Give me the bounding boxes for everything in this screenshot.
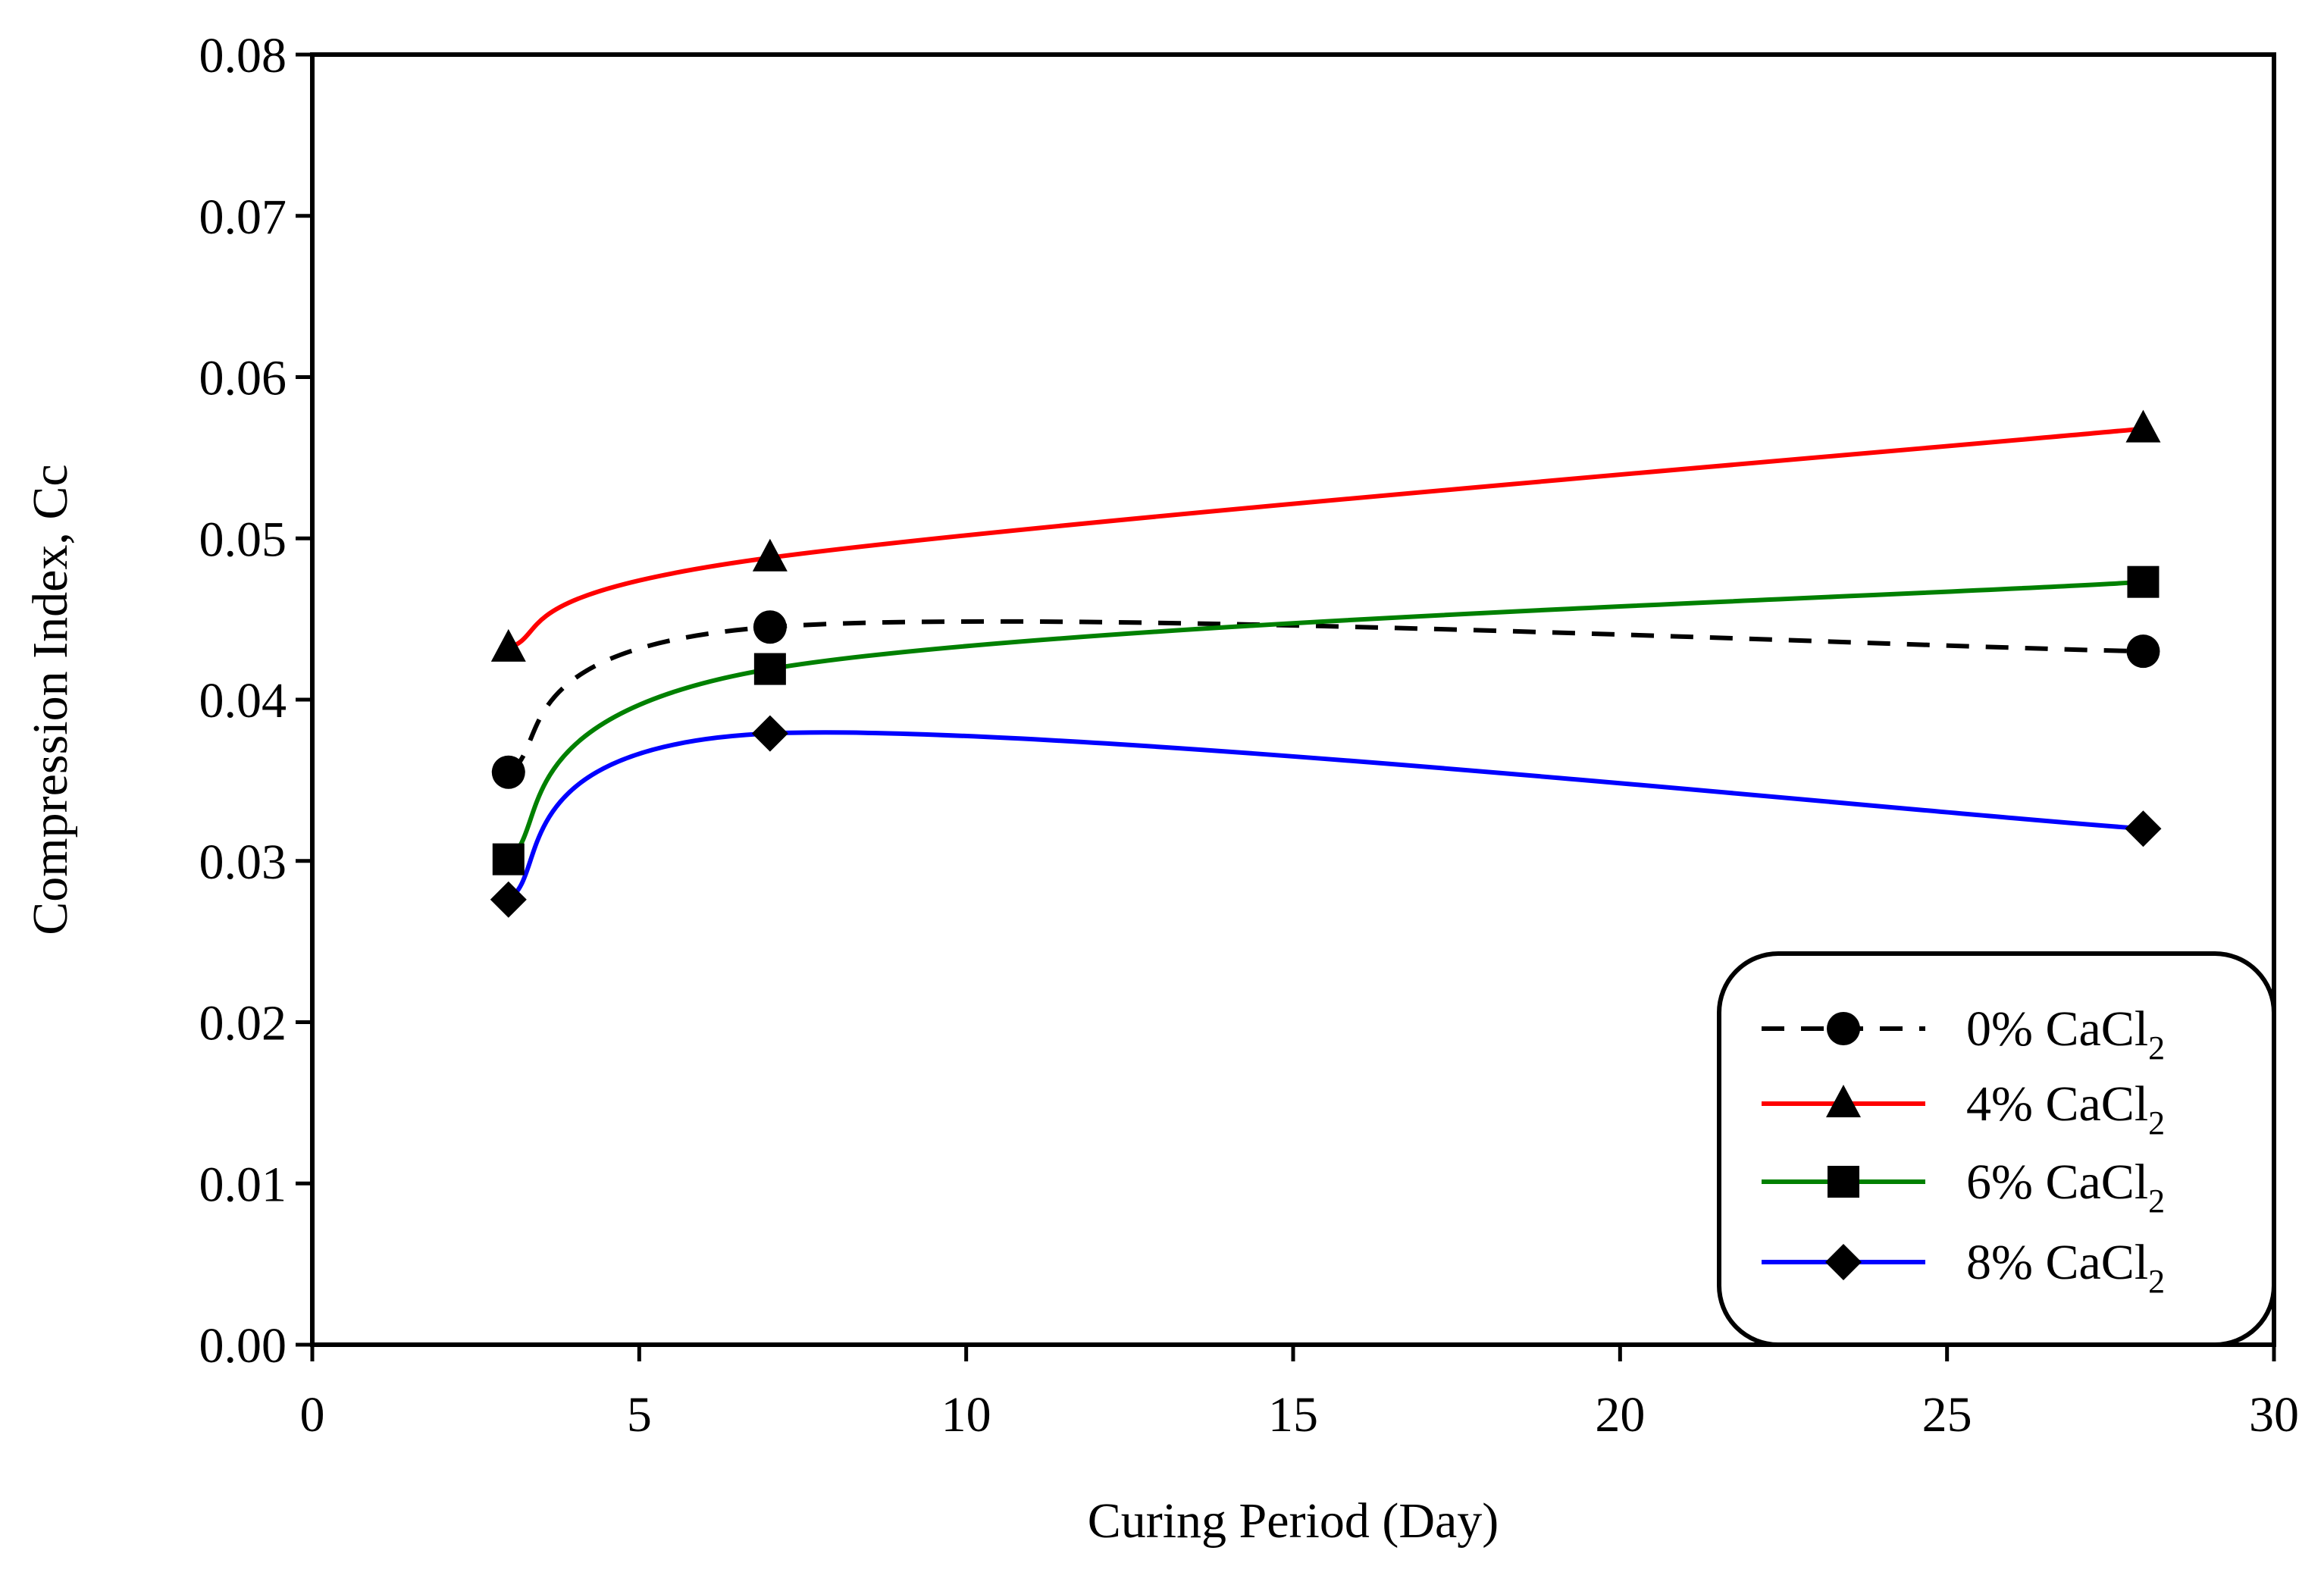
series-line-6-cacl2 [506,579,2144,862]
y-tick-label: 0.01 [199,1157,287,1212]
legend-label-main: 6% CaCl [1966,1154,2148,1210]
series-line-0-cacl2 [507,619,2144,775]
legend-label-subscript: 2 [2148,1029,2165,1067]
y-tick-label: 0.05 [199,512,287,567]
data-point-4-cacl2 [2125,409,2161,443]
legend-label-6-cacl2: 6% CaCl2 [1966,1154,2165,1220]
data-point-4-cacl2 [752,538,788,572]
y-tick-label: 0.02 [199,996,287,1051]
x-tick-label: 15 [1268,1387,1318,1442]
series-lines [506,426,2144,902]
series-markers [490,409,2162,918]
legend-marker-0-cacl2 [1827,1012,1860,1045]
data-point-6-cacl2 [2127,565,2160,598]
data-point-6-cacl2 [753,653,786,685]
legend-label-main: 0% CaCl [1966,1001,2148,1057]
y-tick-label: 0.08 [199,28,287,83]
x-tick-label: 20 [1595,1387,1645,1442]
legend-label-8-cacl2: 8% CaCl2 [1966,1235,2165,1300]
data-point-8-cacl2 [490,881,527,918]
legend-label-subscript: 2 [2148,1263,2165,1300]
y-tick-label: 0.06 [199,351,287,406]
legend-label-subscript: 2 [2148,1104,2165,1142]
x-axis-title: Curing Period (Day) [1088,1493,1499,1549]
legend-label-4-cacl2: 4% CaCl2 [1966,1076,2165,1142]
x-tick-label: 25 [1922,1387,1972,1442]
x-tick-label: 10 [941,1387,991,1442]
y-tick-label: 0.00 [199,1318,287,1374]
y-tick-label: 0.04 [199,673,287,728]
legend-marker-4-cacl2 [1826,1085,1861,1117]
data-point-0-cacl2 [753,610,787,644]
legend-marker-8-cacl2 [1825,1244,1862,1280]
data-point-8-cacl2 [751,715,788,752]
legend-label-main: 4% CaCl [1966,1076,2148,1132]
legend-marker-6-cacl2 [1828,1166,1859,1198]
y-tick-label: 0.07 [199,190,287,245]
data-point-4-cacl2 [490,628,526,662]
x-tick-label: 5 [627,1387,652,1442]
x-tick-label: 0 [300,1387,325,1442]
x-tick-label: 30 [2249,1387,2299,1442]
legend-label-subscript: 2 [2148,1182,2165,1220]
legend-label-main: 8% CaCl [1966,1235,2148,1290]
y-axis-title: Compression Index, Cc [23,464,78,935]
data-point-0-cacl2 [491,755,525,789]
data-point-0-cacl2 [2126,634,2160,669]
series-line-8-cacl2 [507,730,2144,902]
data-point-8-cacl2 [2125,810,2162,847]
data-point-6-cacl2 [492,843,525,876]
y-tick-label: 0.03 [199,835,287,890]
legend-box [1717,951,2276,1347]
legend-label-0-cacl2: 0% CaCl2 [1966,1001,2165,1067]
axis-ticks: 0.00 0.01 0.02 0.03 0.04 0.05 0.06 0.07 0.08 0 5 10… [199,28,2300,1442]
series-line-4-cacl2 [507,426,2144,650]
